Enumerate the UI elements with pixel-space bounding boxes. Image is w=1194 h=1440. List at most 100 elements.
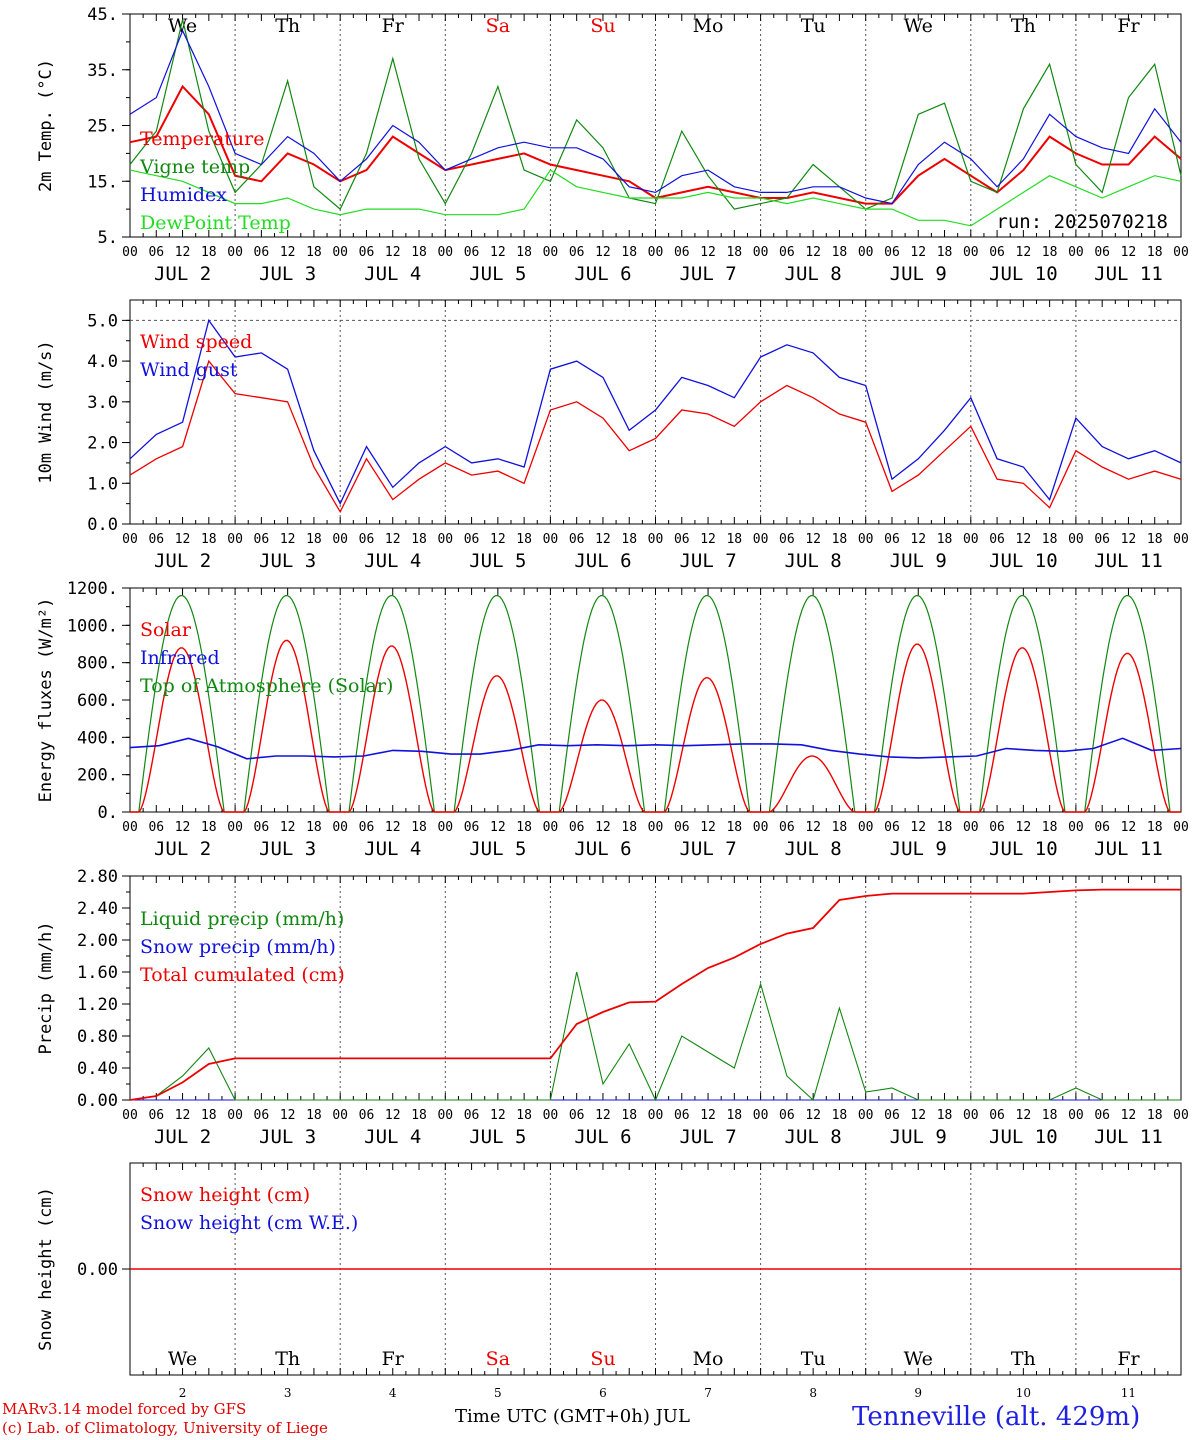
hour-tick-label: 18 — [201, 532, 217, 547]
day-number-label: 9 — [914, 1386, 922, 1400]
hour-tick-label: 18 — [1042, 820, 1058, 835]
hour-tick-label: 18 — [306, 245, 322, 260]
date-label: JUL 3 — [259, 263, 316, 285]
hour-tick-label: 12 — [910, 532, 926, 547]
hour-tick-label: 18 — [516, 245, 532, 260]
day-number-label: 5 — [494, 1386, 502, 1400]
y-tick-label: 25. — [87, 117, 118, 137]
date-label: JUL 10 — [989, 1126, 1058, 1148]
hour-tick-label: 12 — [1016, 820, 1032, 835]
hour-tick-label: 06 — [779, 820, 795, 835]
y-tick-label: 2.80 — [77, 867, 118, 887]
weekday-label: Sa — [486, 1348, 510, 1370]
weekday-label: We — [904, 15, 933, 37]
y-tick-label: 1000. — [67, 616, 118, 636]
hour-tick-label: 12 — [595, 245, 611, 260]
hour-tick-label: 00 — [648, 245, 664, 260]
y-tick-label: 1.60 — [77, 963, 118, 983]
time-axis-label: Time UTC (GMT+0h) JUL — [455, 1406, 690, 1427]
hour-tick-label: 18 — [726, 245, 742, 260]
legend-entry: Liquid precip (mm/h) — [140, 908, 344, 930]
hour-tick-label: 12 — [1121, 1108, 1137, 1123]
hour-tick-label: 12 — [805, 532, 821, 547]
weekday-label: We — [168, 15, 197, 37]
y-tick-label: 5. — [98, 228, 118, 248]
y-tick-label: 15. — [87, 172, 118, 192]
hour-tick-label: 00 — [1173, 820, 1189, 835]
date-label: JUL 4 — [364, 550, 421, 572]
y-tick-label: 2.40 — [77, 899, 118, 919]
hour-tick-label: 12 — [175, 532, 191, 547]
hour-tick-label: 12 — [385, 245, 401, 260]
y-tick-label: 0.00 — [77, 1091, 118, 1111]
panel-snow: 0.00 Snow height (cm) Snow height (cm) Snow… — [36, 1162, 1182, 1400]
y-tick-label: 3.0 — [87, 393, 118, 413]
hour-tick-label: 12 — [910, 245, 926, 260]
hour-tick-label: 18 — [411, 1108, 427, 1123]
footer-credits: MARv3.14 model forced by GFS (c) Lab. of… — [2, 1400, 328, 1438]
y-tick-label: 400. — [77, 728, 118, 748]
hour-tick-label: 12 — [700, 820, 716, 835]
hour-tick-label: 12 — [910, 1108, 926, 1123]
day-number-label: 2 — [179, 1386, 187, 1400]
date-label: JUL 3 — [259, 838, 316, 860]
series-line-infrared — [129, 737, 1182, 760]
hour-tick-label: 00 — [858, 1108, 874, 1123]
hour-tick-label: 18 — [937, 1108, 953, 1123]
hour-tick-label: 00 — [858, 820, 874, 835]
hour-tick-label: 18 — [832, 245, 848, 260]
legend-entry: Wind gust — [140, 359, 238, 381]
hour-tick-label: 00 — [648, 1108, 664, 1123]
hour-tick-label: 00 — [648, 820, 664, 835]
hour-tick-label: 12 — [1121, 532, 1137, 547]
hour-tick-label: 00 — [437, 532, 453, 547]
hour-tick-label: 12 — [490, 1108, 506, 1123]
y-tick-label: 1.0 — [87, 474, 118, 494]
hour-tick-label: 12 — [910, 820, 926, 835]
hour-tick-label: 18 — [726, 532, 742, 547]
hour-tick-label: 18 — [1147, 245, 1163, 260]
hour-tick-label: 06 — [254, 820, 270, 835]
hour-tick-label: 12 — [805, 1108, 821, 1123]
hour-tick-label: 12 — [490, 820, 506, 835]
legend-entry: Total cumulated (cm) — [140, 964, 345, 986]
day-number-label: 10 — [1016, 1386, 1031, 1400]
legend-entry: Vigne temp — [139, 156, 250, 178]
hour-tick-label: 12 — [805, 245, 821, 260]
hour-tick-label: 18 — [621, 532, 637, 547]
hour-tick-label: 06 — [1094, 245, 1110, 260]
hour-tick-label: 00 — [122, 532, 138, 547]
hour-tick-label: 06 — [148, 245, 164, 260]
date-label: JUL 11 — [1094, 263, 1163, 285]
y-tick-label: 35. — [87, 61, 118, 81]
y-tick-label: 1200. — [67, 579, 118, 599]
weekday-label: We — [904, 1348, 933, 1370]
date-label: JUL 11 — [1094, 1126, 1163, 1148]
date-label: JUL 7 — [679, 1126, 736, 1148]
weekday-label: Tu — [801, 1348, 826, 1370]
hour-tick-label: 06 — [779, 532, 795, 547]
hour-tick-label: 18 — [832, 820, 848, 835]
date-label: JUL 7 — [679, 263, 736, 285]
legend-entry: Snow height (cm W.E.) — [140, 1212, 358, 1234]
y-tick-label: 200. — [77, 766, 118, 786]
credit-line: (c) Lab. of Climatology, University of L… — [2, 1419, 328, 1437]
hour-tick-label: 18 — [832, 1108, 848, 1123]
hour-tick-label: 12 — [700, 245, 716, 260]
weekday-label: We — [168, 1348, 197, 1370]
date-label: JUL 6 — [574, 1126, 631, 1148]
hour-tick-label: 06 — [148, 820, 164, 835]
weekday-label: Mo — [693, 15, 724, 37]
hour-tick-label: 18 — [201, 1108, 217, 1123]
hour-tick-label: 18 — [937, 532, 953, 547]
hour-tick-label: 06 — [148, 532, 164, 547]
legend-entry: Temperature — [140, 128, 264, 150]
date-label: JUL 9 — [890, 838, 947, 860]
hour-tick-label: 00 — [1068, 532, 1084, 547]
hour-tick-label: 00 — [963, 1108, 979, 1123]
hour-tick-label: 06 — [464, 245, 480, 260]
hour-tick-label: 18 — [726, 1108, 742, 1123]
date-label: JUL 6 — [574, 838, 631, 860]
day-number-label: 11 — [1121, 1386, 1136, 1400]
hour-tick-label: 00 — [1173, 245, 1189, 260]
